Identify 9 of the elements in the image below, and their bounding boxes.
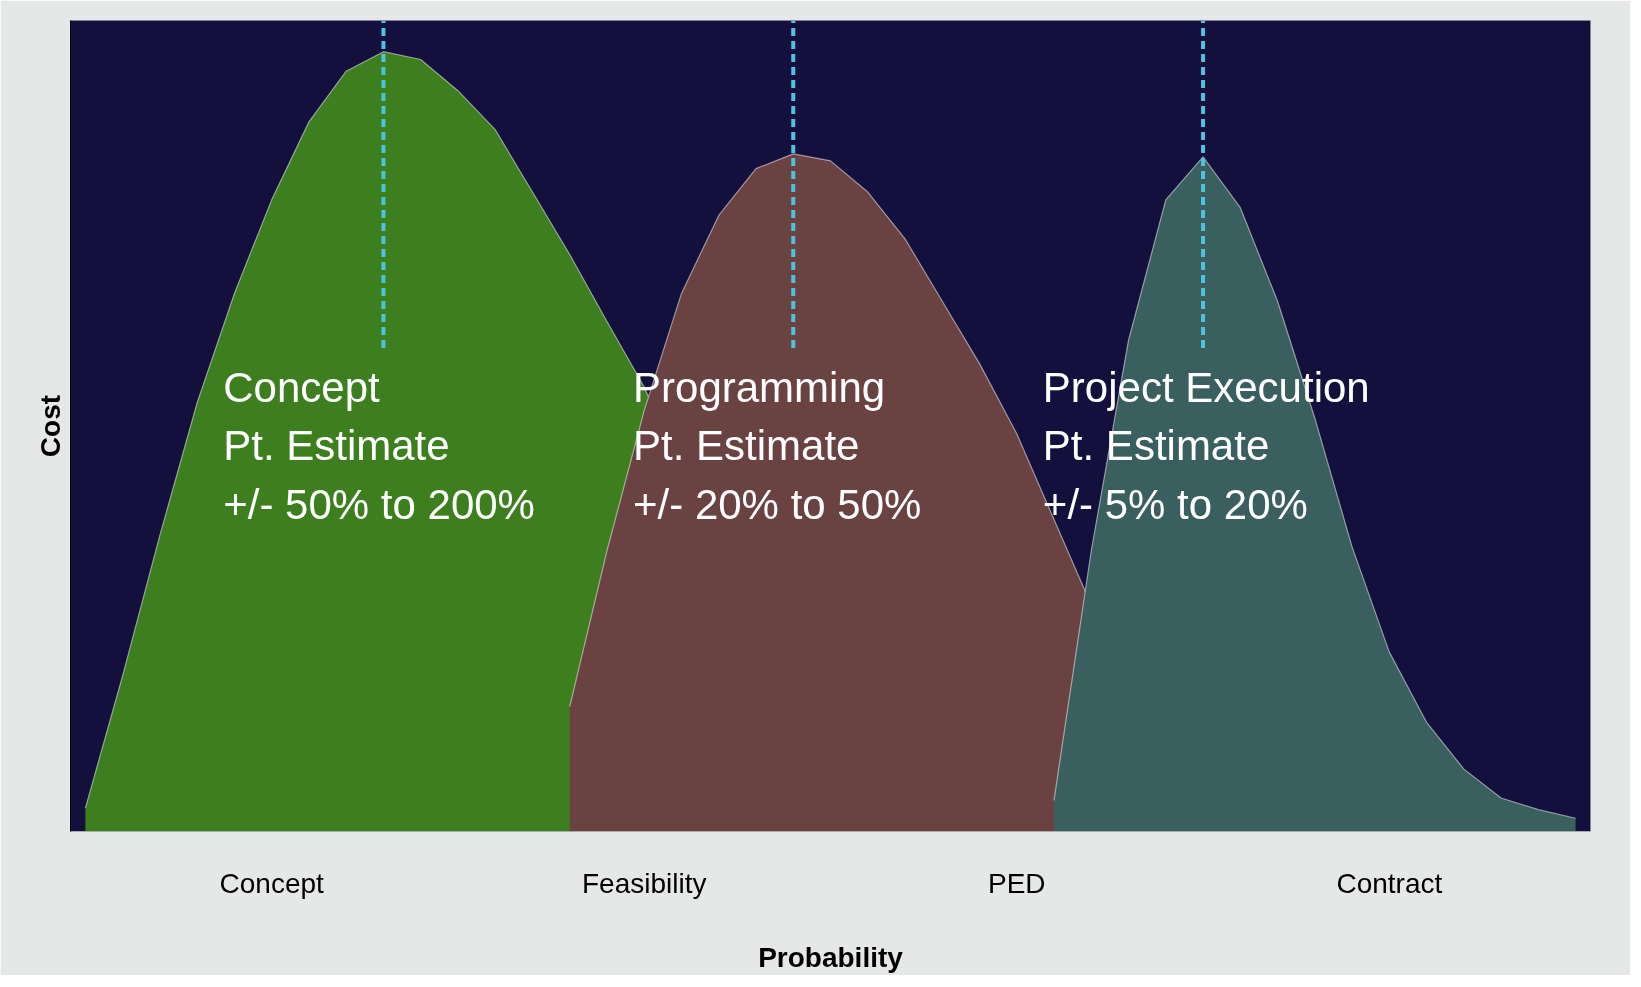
x-tick-label: Concept [219,867,325,899]
x-axis-title: Probability [758,941,904,973]
y-axis-title: Cost [34,394,66,458]
x-tick-label: Contract [1336,867,1443,899]
x-tick-label: Feasibility [581,867,707,899]
annotation: Programming Pt. Estimate +/- 20% to 50% [633,363,922,529]
annotation: Project Execution Pt. Estimate +/- 5% to 20% [1042,363,1370,529]
annotation: Concept Pt. Estimate +/- 50% to 200% [223,363,535,529]
x-tick-label: PED [987,867,1046,899]
